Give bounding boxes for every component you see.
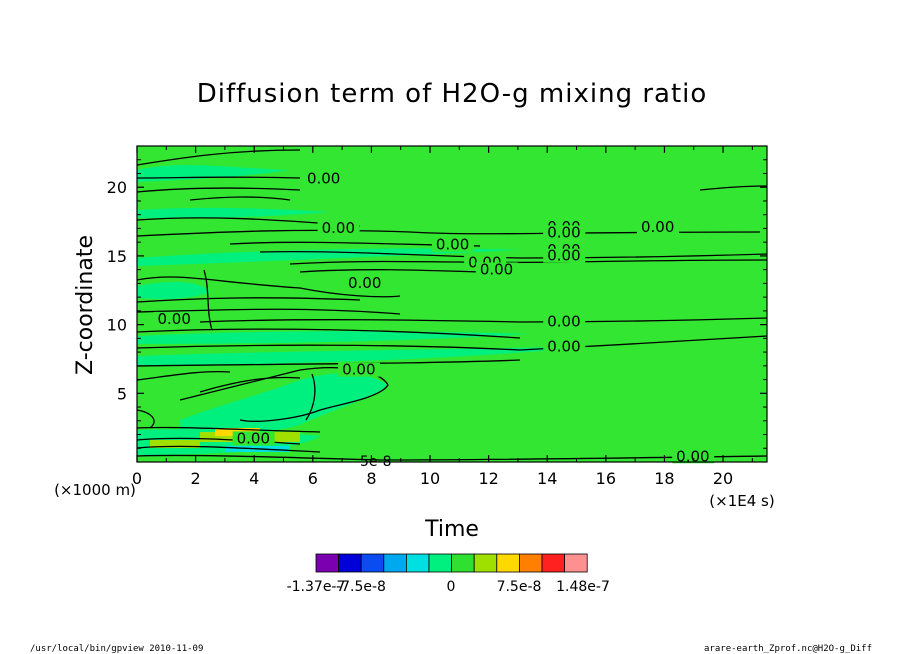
x-units: (×1E4 s) <box>709 492 774 510</box>
contour-label-bg <box>338 362 381 377</box>
colorbar-swatch <box>338 553 362 573</box>
colorbar-label: 1.48e-7 <box>556 579 610 595</box>
colorbar <box>315 553 588 573</box>
x-tick-label: 2 <box>191 469 201 488</box>
contour-label: 0.00 <box>342 361 375 379</box>
contour-label: 0.00 <box>348 274 381 292</box>
contour-label: 0.00 <box>322 219 355 237</box>
contour-label-bg <box>475 262 518 277</box>
x-tick-label: 20 <box>713 469 733 488</box>
plot-frame <box>136 145 768 463</box>
y-tick-label: 5 <box>117 384 127 403</box>
contour-label: 0.00 <box>547 337 580 355</box>
contour-label-bg <box>153 311 196 326</box>
contour-label-bg <box>302 171 345 186</box>
contour-label: 0.00 <box>237 429 270 447</box>
contour-label-bg <box>317 221 360 236</box>
y-tick-label: 15 <box>107 247 127 266</box>
contour-label: 0.00 <box>547 223 580 241</box>
colorbar-swatch <box>360 553 385 573</box>
x-tick-label: 16 <box>596 469 616 488</box>
colorbar-swatch <box>564 553 588 573</box>
chart-title: Diffusion term of H2O-g mixing ratio <box>197 79 708 109</box>
contour-label-bg <box>637 219 679 234</box>
contour-label-bg <box>672 449 715 464</box>
colorbar-swatch <box>315 553 340 573</box>
colorbar-swatch <box>383 553 407 573</box>
contour-label-bg <box>431 237 474 252</box>
x-tick-label: 12 <box>478 469 498 488</box>
x-tick-label: 0 <box>132 469 142 488</box>
colorbar-label: -7.5e-8 <box>336 579 386 595</box>
contour-labels: 0.00 0.00 0.00 0.00 0.00 0.00 0.00 0.00 0.00 0.00… <box>153 170 715 465</box>
y-units: (×1000 m) <box>54 481 136 499</box>
colorbar-swatch <box>496 553 520 573</box>
colorbar-label: 7.5e-8 <box>497 579 542 595</box>
colorbar-labels: -1.37e-7-7.5e-8 0 7.5e-8 1.48e-7 <box>287 579 610 595</box>
contour-label-bg <box>343 276 386 291</box>
x-axis: 0 2 4 6 8 10 12 14 16 18 20 <box>132 146 753 488</box>
contour-label-bg <box>543 225 586 240</box>
colorbar-swatch <box>428 553 453 573</box>
x-tick-label: 10 <box>420 469 440 488</box>
y-axis: 5 10 15 20 <box>107 159 767 449</box>
y-axis-label: Z-coordinate <box>73 235 98 375</box>
contour-label-bg <box>232 431 275 446</box>
contour-label: 0.00 <box>307 170 340 188</box>
colorbar-swatch <box>519 553 543 573</box>
contour-label: 0.00 <box>676 447 709 465</box>
x-tick-label: 8 <box>366 469 376 488</box>
x-tick-label: 4 <box>249 469 259 488</box>
colorbar-swatch <box>405 553 430 573</box>
contour-label: 0.00 <box>547 313 580 331</box>
contour-label: 0.00 <box>436 236 469 254</box>
contour-label-bg <box>543 314 586 329</box>
colorbar-swatch <box>541 553 566 573</box>
contour-label: 0.00 <box>158 310 191 328</box>
y-tick-label: 10 <box>107 316 127 335</box>
colorbar-label: -1.37e-7 <box>287 579 346 595</box>
contour-lines <box>136 149 768 461</box>
contour-label: 0.00 <box>641 218 674 236</box>
footer-right: arare-earth_Zprof.nc@H2O-g_Diff <box>704 644 872 654</box>
x-tick-label: 18 <box>654 469 674 488</box>
contour-label-bg <box>543 248 586 263</box>
x-tick-label: 14 <box>537 469 557 488</box>
x-tick-label: 6 <box>308 469 318 488</box>
y-tick-label: 20 <box>107 178 127 197</box>
colorbar-swatch <box>451 553 475 573</box>
footer-left: /usr/local/bin/gpview 2010-11-09 <box>30 644 203 654</box>
x-axis-label: Time <box>424 517 479 542</box>
colorbar-swatch <box>473 553 498 573</box>
contour-label-bg <box>543 339 586 354</box>
colorbar-label: 0 <box>447 579 456 595</box>
contour-label: 0.00 <box>480 260 513 278</box>
contour-label: 0.00 <box>547 247 580 265</box>
